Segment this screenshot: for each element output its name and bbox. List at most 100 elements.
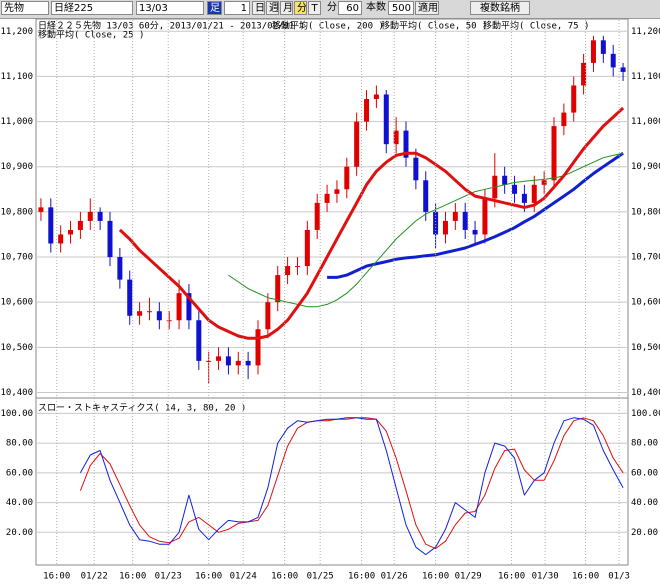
multi-button[interactable]: 複数銘柄 (470, 1, 530, 15)
x-tick-label: 16:00 (498, 572, 525, 582)
candle-body (216, 356, 222, 361)
candle-body (334, 189, 340, 194)
chart-title: 日経２２５先物 13/03 60分, 2013/01/21 - 2013/02/… (38, 20, 305, 32)
indicator-line (118, 106, 625, 340)
candle-body (235, 360, 241, 366)
candle-body (285, 266, 291, 276)
y-tick-label: 11,200 (631, 27, 660, 37)
candle-body (482, 198, 488, 235)
bar-input[interactable]: 1 (224, 1, 250, 15)
x-tick-label: 01/24 (230, 572, 257, 582)
x-tick-label: 16:00 (572, 572, 599, 582)
candle-body (58, 234, 64, 244)
legend-entry: 移動平均( Close, 50 ) (381, 20, 487, 32)
y-tick-label: 10,800 (0, 207, 33, 217)
y-tick-label: 20.00 (6, 528, 33, 538)
candle-body (255, 329, 261, 366)
y-tick-label: 40.00 (631, 498, 658, 508)
index-select[interactable]: 日経225 (51, 1, 133, 15)
x-tick-label: 01/22 (81, 572, 108, 582)
unit-label: 分 (327, 2, 337, 13)
candle-body (512, 184, 518, 194)
candle-body (462, 211, 468, 230)
candle-body (294, 266, 300, 268)
y-tick-label: 100.00 (631, 409, 660, 419)
period-button[interactable]: 日 (252, 1, 265, 15)
candle-body (423, 180, 429, 212)
candle-body (206, 360, 212, 362)
y-tick-label: 10,800 (631, 207, 660, 217)
period-button[interactable]: 週 (266, 1, 279, 15)
candle-body (600, 40, 606, 54)
candle-body (393, 130, 399, 145)
x-tick-label: 01/25 (307, 572, 334, 582)
y-tick-label: 10,600 (631, 298, 660, 308)
candle-body (68, 229, 74, 235)
legend-entry: 移動平均( Close, 200 ) (272, 20, 384, 32)
count-input[interactable]: 500 (388, 1, 414, 15)
indicator-line (79, 417, 624, 556)
candle-body (620, 67, 626, 72)
candle-body (77, 220, 83, 230)
contract-select[interactable]: 13/03 (136, 1, 204, 15)
x-tick-label: 01/30 (532, 572, 559, 582)
y-tick-label: 100.00 (0, 409, 33, 419)
y-tick-label: 10,900 (631, 162, 660, 172)
indicator-title: スロー・ストキャスティクス( 14, 3, 80, 20 ) (38, 403, 246, 414)
y-tick-label: 80.00 (6, 439, 33, 449)
candle-body (186, 293, 192, 321)
candle-body (452, 211, 458, 221)
candle-body (265, 302, 271, 330)
period-button[interactable]: T (308, 1, 321, 15)
period-button[interactable]: 月 (280, 1, 293, 15)
candle-body (127, 279, 133, 316)
candle-body (581, 62, 587, 86)
y-tick-label: 10,600 (0, 298, 33, 308)
candle-body (354, 121, 360, 167)
y-tick-label: 10,400 (0, 388, 33, 398)
y-tick-label: 10,500 (0, 343, 33, 353)
candle-body (156, 311, 162, 321)
y-tick-label: 80.00 (631, 439, 658, 449)
market-select[interactable]: 先物 (1, 1, 49, 15)
x-tick-label: 01/26 (381, 572, 408, 582)
candle-body (304, 229, 310, 267)
toolbar: 先物 日経225 13/03 足 1 日 週 月 分 T 分 60 本数 500… (0, 0, 660, 19)
candle-body (166, 320, 172, 322)
candle-body (541, 180, 547, 185)
y-tick-label: 60.00 (631, 468, 658, 478)
candle-body (551, 126, 557, 181)
x-tick-label: 16:00 (119, 572, 146, 582)
apply-button[interactable]: 適用 (415, 1, 439, 15)
candle-body (610, 53, 616, 68)
y-tick-label: 11,100 (0, 72, 33, 82)
period-button[interactable]: 分 (294, 1, 307, 15)
count-label: 本数 (366, 2, 386, 13)
x-tick-label: 01/29 (455, 572, 482, 582)
candle-body (107, 220, 113, 258)
candle-body (364, 99, 370, 122)
x-tick-label: 16:00 (271, 572, 298, 582)
candle-body (531, 184, 537, 203)
interval-input[interactable]: 60 (338, 1, 362, 15)
candle-body (196, 320, 202, 361)
indicator-line (327, 151, 624, 279)
y-tick-label: 10,400 (631, 388, 660, 398)
y-tick-label: 10,700 (631, 253, 660, 263)
x-tick-label: 01/3 (608, 572, 630, 582)
candle-body (472, 229, 478, 235)
x-tick-label: 16:00 (195, 572, 222, 582)
y-tick-label: 40.00 (6, 498, 33, 508)
y-tick-label: 10,900 (0, 162, 33, 172)
candle-body (314, 202, 320, 230)
y-tick-label: 20.00 (631, 528, 658, 538)
y-tick-label: 60.00 (6, 468, 33, 478)
candle-body (176, 293, 182, 321)
candle-body (146, 311, 152, 313)
bar-button[interactable]: 足 (207, 1, 222, 15)
candle-body (344, 166, 350, 190)
y-tick-label: 10,700 (0, 253, 33, 263)
plot-frame (35, 18, 629, 566)
